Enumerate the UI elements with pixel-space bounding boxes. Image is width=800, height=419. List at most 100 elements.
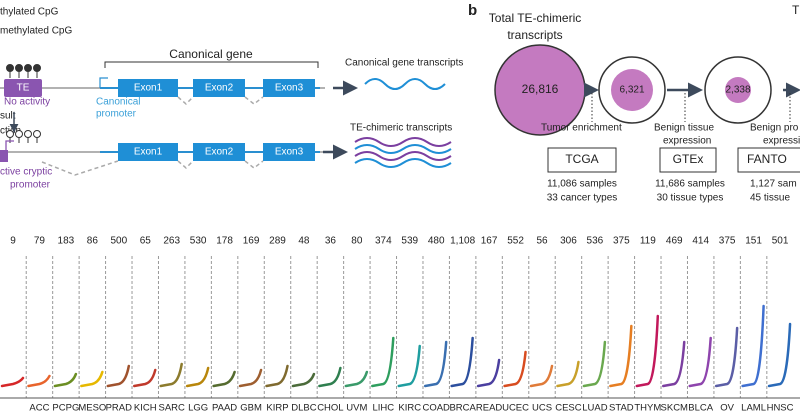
distribution-curve: [238, 368, 263, 388]
distribution-curve: [185, 366, 210, 388]
dataset-info: 45 tissue: [750, 193, 790, 204]
dataset-name: GTEx: [673, 152, 704, 166]
filter-label: Benign tissue: [654, 123, 714, 134]
count-label: 167: [481, 236, 498, 247]
cancer-label: LGG: [188, 403, 208, 414]
count-label: 414: [692, 236, 709, 247]
distribution-curve: [714, 326, 739, 388]
cancer-label: LIHC: [372, 403, 394, 414]
distribution-curve: [27, 374, 51, 388]
count-label: 375: [613, 236, 630, 247]
count-label: 501: [772, 236, 789, 247]
filter-label: expressio: [763, 136, 800, 147]
distribution-curve: [529, 364, 554, 388]
distribution-curve: [159, 362, 183, 388]
distribution-curve: [609, 324, 633, 388]
count-label: 536: [587, 236, 604, 247]
cancer-label: UCEC: [502, 403, 529, 414]
legend-text: thylated CpG: [0, 7, 59, 18]
dataset-info: 33 cancer types: [547, 193, 618, 204]
count-label: 56: [536, 236, 548, 247]
distribution-curve: [291, 372, 316, 388]
distribution-curve: [476, 358, 501, 388]
panel-label: b: [468, 2, 477, 19]
count-label: 289: [269, 236, 286, 247]
distribution-curve: [741, 304, 765, 388]
filter-label: Tumor enrichment: [541, 123, 622, 134]
panel-b: b T Total TE-chimeric transcripts 26,816…: [468, 2, 800, 204]
cryptic-label: ctive cryptic: [0, 167, 52, 178]
gene-row-1: TE No activity Canonical gene Exon1 Exon…: [0, 47, 463, 120]
dataset-info: 1,127 sam: [750, 179, 797, 190]
transcript-title: TE-chimeric transcripts: [350, 123, 452, 134]
count-label: 183: [58, 236, 75, 247]
dataset-info: 11,686 samples: [655, 179, 725, 190]
distribution-curve: [450, 336, 474, 388]
distribution-curve: [371, 336, 395, 388]
count-label: 500: [110, 236, 127, 247]
dataset-name: FANTO: [747, 152, 787, 166]
distribution-curve: [662, 340, 686, 388]
cancer-label: SARC: [158, 403, 185, 414]
cancer-label: PCPG: [52, 403, 79, 414]
count-label: 151: [745, 236, 762, 247]
distribution-curve: [265, 364, 289, 388]
cancer-label: THYM: [634, 403, 661, 414]
legend: thylated CpG methylated CpG: [0, 7, 72, 37]
exon-label: Exon2: [205, 83, 234, 94]
count-label: 539: [401, 236, 418, 247]
cryptic-label: promoter: [10, 180, 51, 191]
count-label: 119: [640, 236, 656, 247]
count-label: 48: [298, 236, 310, 247]
te-label: TE: [17, 83, 30, 94]
count-label: 1,108: [450, 236, 475, 247]
legend-text: methylated CpG: [0, 26, 72, 37]
cancer-label: ACC: [29, 403, 49, 414]
cancer-label: UVM: [346, 403, 367, 414]
gene-title: Canonical gene: [169, 47, 253, 61]
count-label: 36: [325, 236, 337, 247]
panel-title: T: [792, 3, 800, 17]
cancer-label: MESO: [78, 403, 106, 414]
cancer-label: COAD: [422, 403, 450, 414]
cancer-label: BRCA: [449, 403, 476, 414]
count-label: 263: [163, 236, 180, 247]
filter-label: Benign pro: [750, 123, 799, 134]
cancer-label: BLCA: [688, 403, 713, 414]
circle-value: 2,338: [725, 85, 750, 96]
circle-value: 26,816: [522, 82, 559, 96]
cancer-label: UCS: [532, 403, 552, 414]
cancer-label: LUAD: [582, 403, 607, 414]
distribution-curve: [688, 336, 712, 388]
count-label: 530: [190, 236, 207, 247]
distribution-curve: [582, 340, 607, 388]
dataset-info: 30 tissue types: [657, 193, 724, 204]
distribution-curve: [80, 370, 104, 388]
distribution-curve: [344, 370, 369, 388]
cancer-label: GBM: [240, 403, 262, 414]
cancer-label: DLBC: [291, 403, 316, 414]
distribution-curve: [212, 370, 236, 388]
count-label: 178: [216, 236, 233, 247]
transcript-title: Canonical gene transcripts: [345, 58, 463, 69]
promoter-label: Canonical: [96, 97, 140, 108]
count-label: 80: [351, 236, 363, 247]
dataset-name: TCGA: [565, 152, 598, 166]
distribution-curve: [0, 376, 25, 388]
cancer-label: OV: [720, 403, 734, 414]
cancer-label: KIRC: [398, 403, 421, 414]
count-label: 169: [243, 236, 260, 247]
distribution-curve: [767, 322, 792, 388]
distribution-curve: [318, 366, 342, 388]
te-note: No activity: [4, 97, 50, 108]
cancer-label: SKCM: [661, 403, 689, 414]
count-label: 9: [10, 236, 16, 247]
count-label: 79: [34, 236, 46, 247]
distribution-curve: [53, 372, 78, 388]
distribution-curve: [635, 314, 660, 388]
distribution-curve: [397, 344, 421, 388]
side-text: sult: [0, 111, 16, 122]
panel-title: transcripts: [507, 28, 562, 42]
